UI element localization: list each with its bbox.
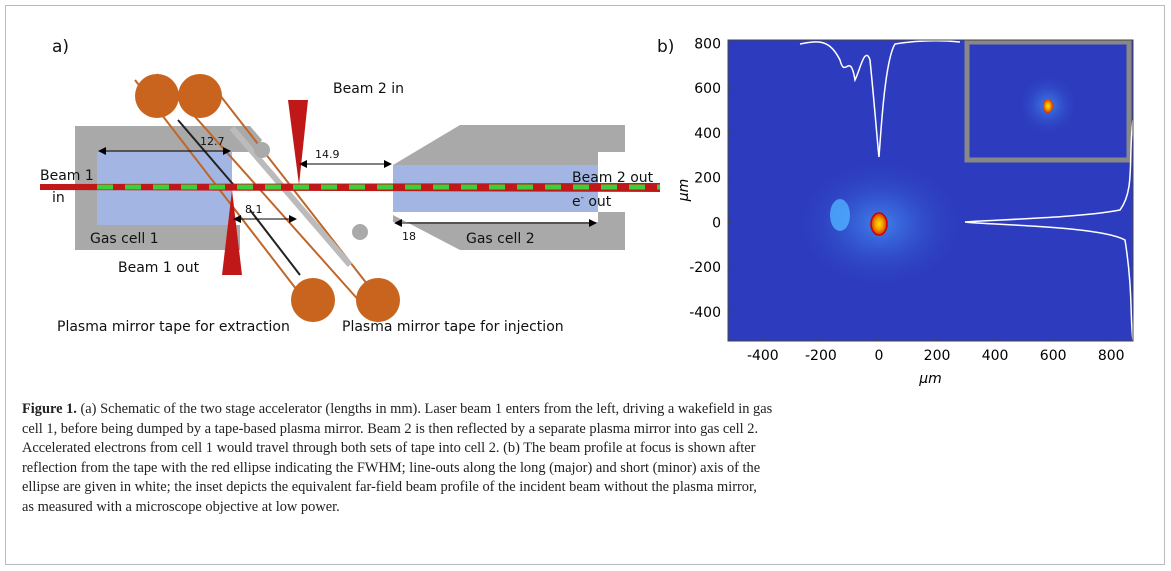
x-tick-label: 800: [1098, 348, 1125, 364]
label: Plasma mirror tape for injection: [342, 319, 564, 335]
y-tick-label: -200: [689, 260, 721, 276]
caption-text: Accelerated electrons from cell 1 would …: [22, 440, 755, 456]
label: Beam 1: [40, 168, 94, 184]
caption-line: cell 1, before being dumped by a tape-ba…: [22, 420, 772, 440]
label: Beam 2 out: [572, 170, 654, 186]
dimension: 18: [402, 230, 416, 243]
label: in: [52, 190, 65, 206]
x-axis-label: μm: [918, 371, 942, 387]
y-tick-label: -400: [689, 305, 721, 321]
caption-text: cell 1, before being dumped by a tape-ba…: [22, 421, 758, 437]
y-tick-label: 600: [694, 81, 721, 97]
x-tick-label: 200: [924, 348, 951, 364]
figure-graphics: a) Beam 1 in Beam 2 in Beam 2 out e- out…: [0, 0, 1171, 400]
beam-profile: [728, 40, 1133, 341]
label: Beam 2 in: [333, 81, 404, 97]
x-tick-label: -400: [747, 348, 779, 364]
label: Beam 1 out: [118, 260, 200, 276]
label: Gas cell 2: [466, 231, 535, 247]
x-tick-label: 0: [875, 348, 884, 364]
y-tick-label: 800: [694, 36, 721, 52]
label: e- out: [572, 193, 612, 210]
caption-line: as measured with a microscope objective …: [22, 498, 772, 518]
caption-line: Accelerated electrons from cell 1 would …: [22, 439, 772, 459]
dimension: 12.7: [200, 135, 225, 148]
caption: Figure 1. (a) Schematic of the two stage…: [22, 400, 772, 517]
panel-label: a): [52, 37, 69, 57]
y-tick-label: 200: [694, 171, 721, 187]
x-tick-label: 400: [982, 348, 1009, 364]
x-tick-label: 600: [1040, 348, 1067, 364]
caption-text: as measured with a microscope objective …: [22, 499, 340, 515]
caption-line: ellipse are given in white; the inset de…: [22, 478, 772, 498]
caption-line: Figure 1. (a) Schematic of the two stage…: [22, 400, 772, 420]
label: Plasma mirror tape for extraction: [57, 319, 290, 335]
figure: a) Beam 1 in Beam 2 in Beam 2 out e- out…: [0, 0, 1171, 571]
y-axis-label: μm: [676, 179, 692, 203]
caption-text: ellipse are given in white; the inset de…: [22, 479, 757, 495]
caption-label: Figure 1.: [22, 401, 77, 417]
caption-text: (a) Schematic of the two stage accelerat…: [77, 401, 772, 417]
dimension: 8.1: [245, 203, 263, 216]
y-tick-label: 400: [694, 126, 721, 142]
panel-label: b): [657, 37, 674, 57]
caption-text: reflection from the tape with the red el…: [22, 460, 760, 476]
schematic: [40, 74, 660, 322]
label: Gas cell 1: [90, 231, 159, 247]
dimension: 14.9: [315, 148, 340, 161]
caption-line: reflection from the tape with the red el…: [22, 459, 772, 479]
x-tick-label: -200: [805, 348, 837, 364]
y-tick-label: 0: [712, 215, 721, 231]
